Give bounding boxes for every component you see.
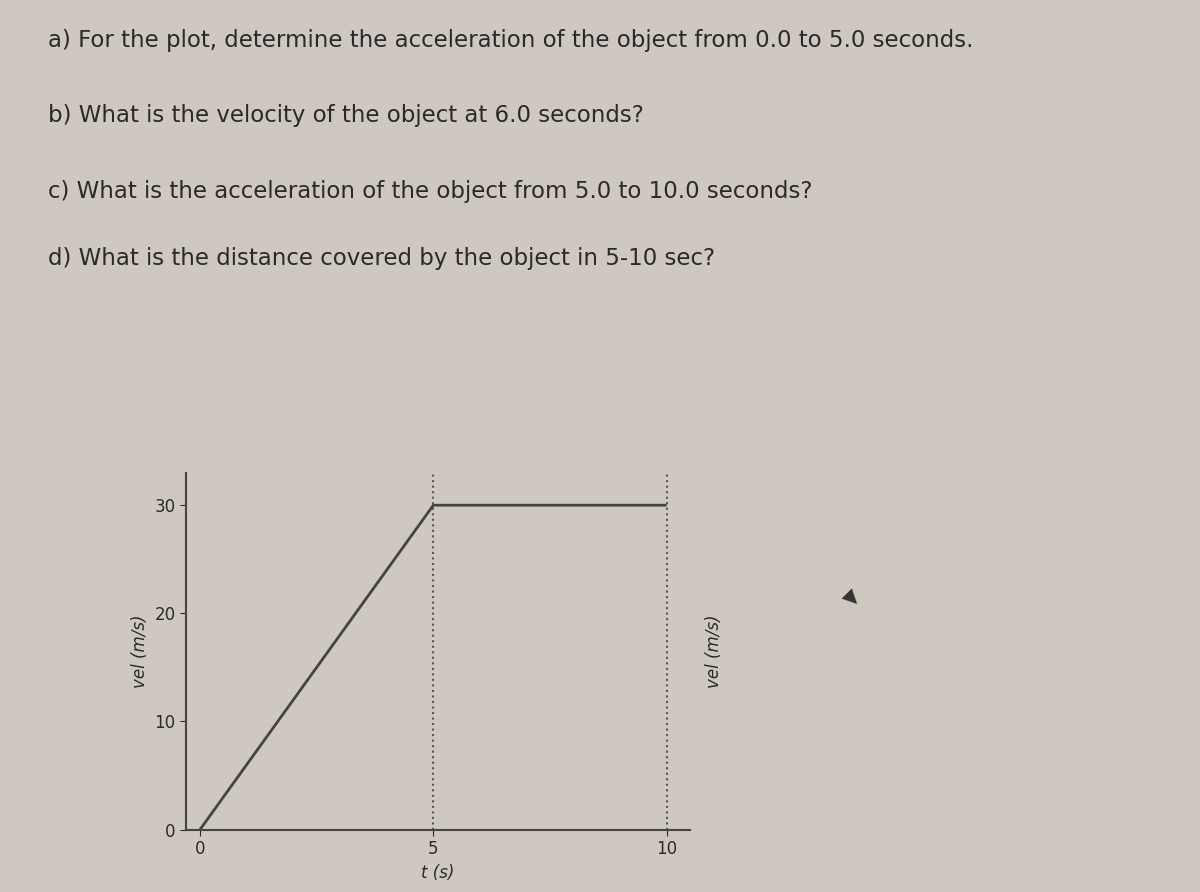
Text: a) For the plot, determine the acceleration of the object from 0.0 to 5.0 second: a) For the plot, determine the accelerat… xyxy=(48,29,973,52)
Text: ▶: ▶ xyxy=(840,586,864,609)
Text: vel (m/s): vel (m/s) xyxy=(706,615,722,688)
Text: d) What is the distance covered by the object in 5-10 sec?: d) What is the distance covered by the o… xyxy=(48,247,715,270)
X-axis label: t (s): t (s) xyxy=(421,863,455,881)
Text: c) What is the acceleration of the object from 5.0 to 10.0 seconds?: c) What is the acceleration of the objec… xyxy=(48,180,812,203)
Text: b) What is the velocity of the object at 6.0 seconds?: b) What is the velocity of the object at… xyxy=(48,104,644,128)
Y-axis label: vel (m/s): vel (m/s) xyxy=(131,615,149,688)
